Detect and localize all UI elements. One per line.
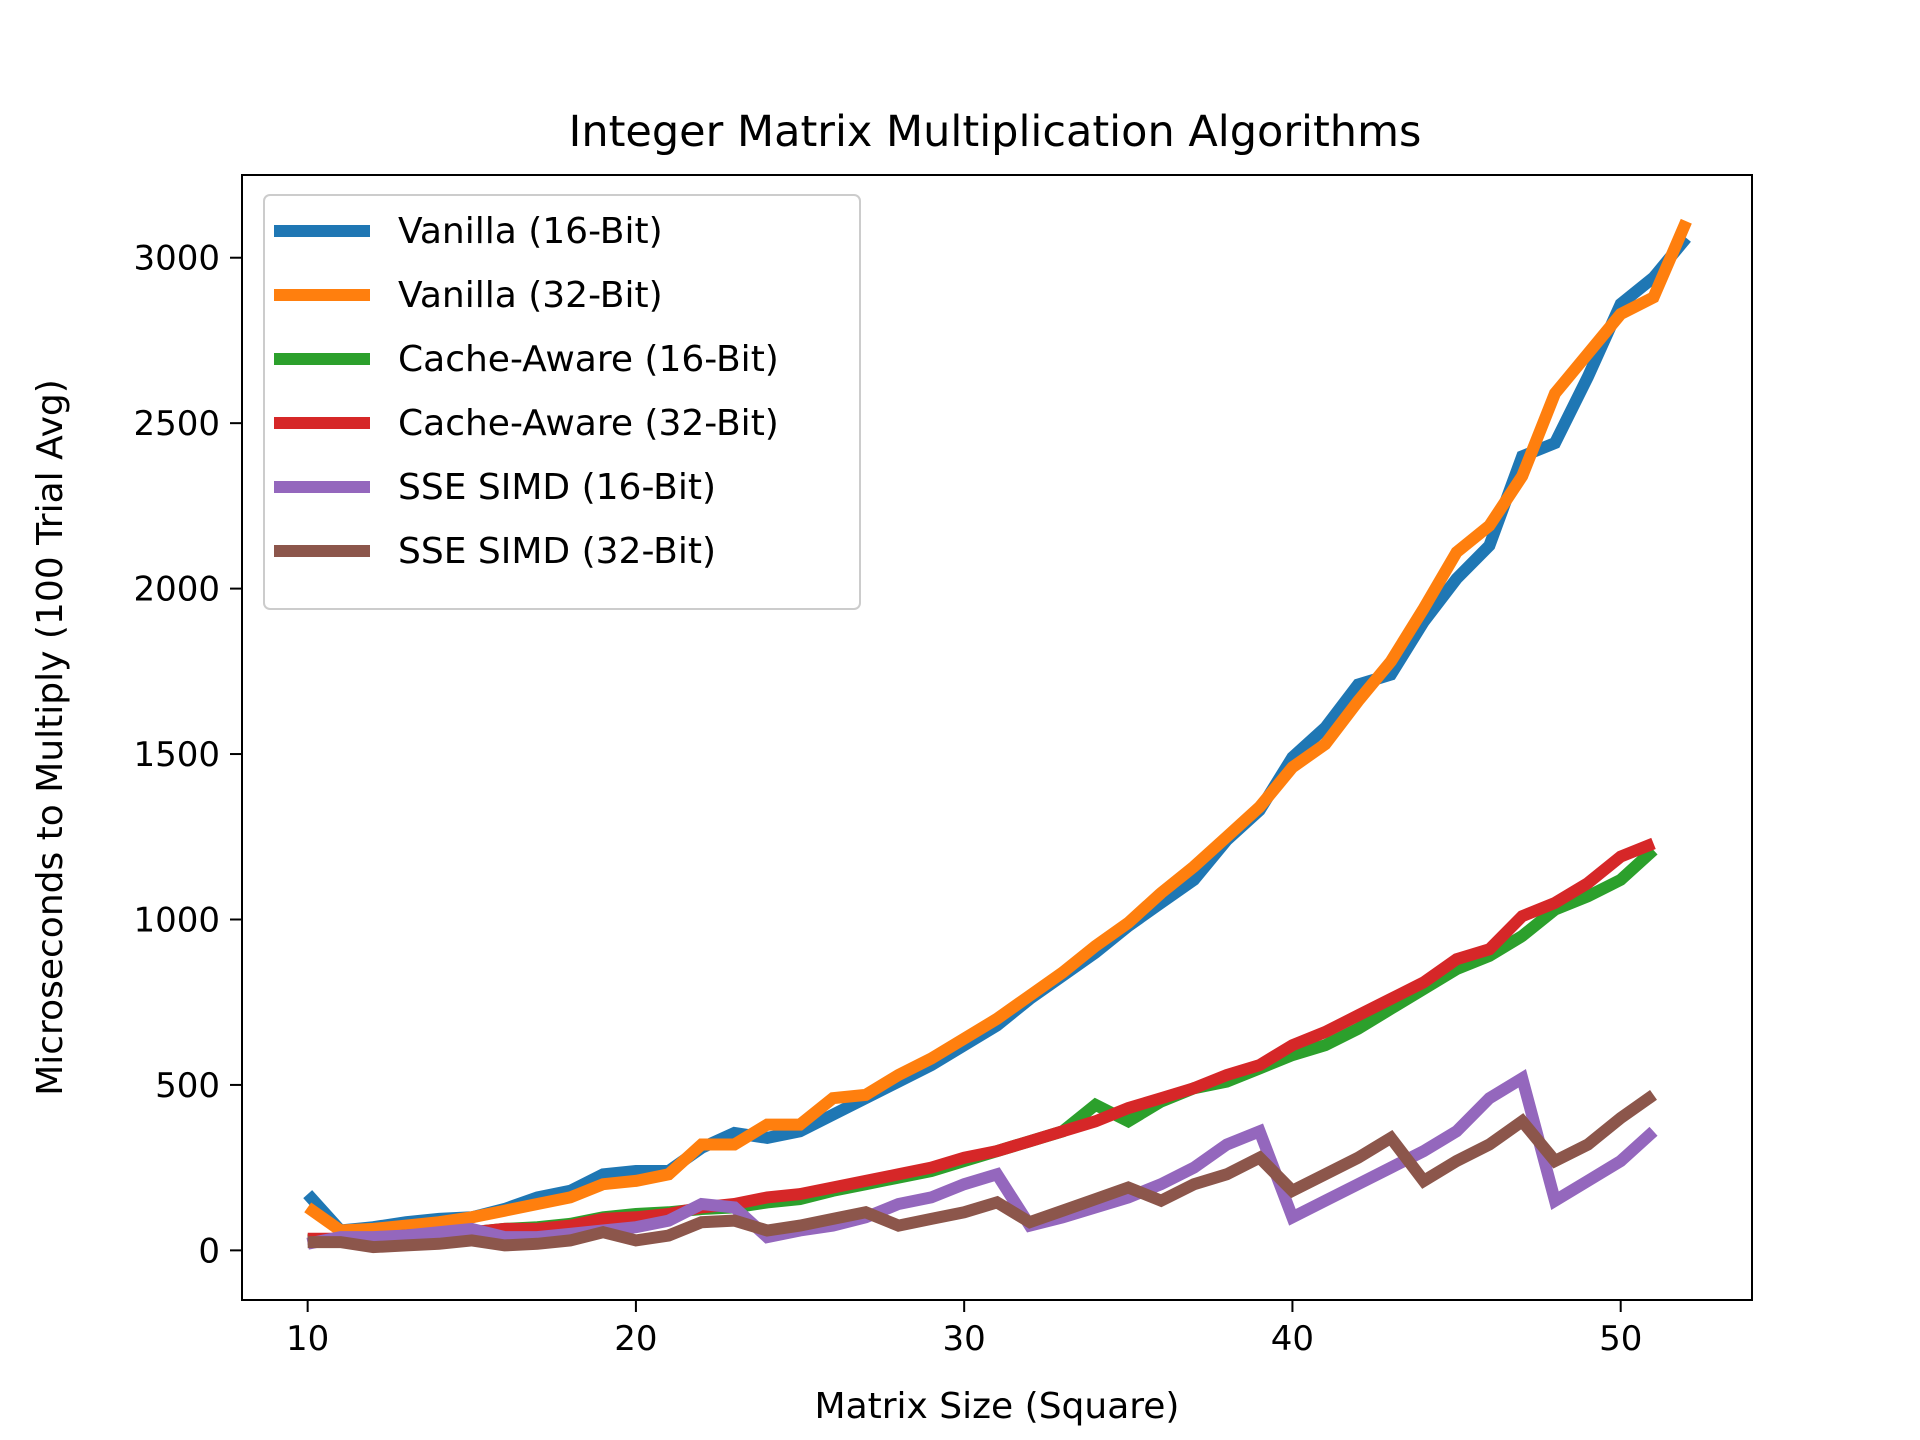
y-tick-label-3: 1500 xyxy=(133,735,220,775)
legend-label-3: Cache-Aware (32-Bit) xyxy=(398,403,779,444)
y-axis: 0 500 1000 1500 2000 2500 3000 xyxy=(133,239,242,1271)
y-tick-label-5: 2500 xyxy=(133,404,220,444)
x-tick-label-1: 20 xyxy=(614,1319,657,1359)
x-tick-label-2: 30 xyxy=(943,1319,986,1359)
legend-label-1: Vanilla (32-Bit) xyxy=(398,275,663,316)
legend-label-0: Vanilla (16-Bit) xyxy=(398,211,663,252)
chart-title: Integer Matrix Multiplication Algorithms xyxy=(569,107,1422,157)
series-line-3 xyxy=(307,837,1656,1245)
legend-box xyxy=(263,194,861,610)
legend: Vanilla (16-Bit) Vanilla (32-Bit) Cache-Aw… xyxy=(263,194,861,610)
y-axis-title: Microseconds to Multiply (100 Trial Avg) xyxy=(30,379,71,1096)
series-line-4 xyxy=(306,1069,1658,1250)
plot-frame xyxy=(241,174,1753,1301)
y-tick-label-6: 3000 xyxy=(133,239,220,279)
legend-label-5: SSE SIMD (32-Bit) xyxy=(398,531,716,572)
series-line-5 xyxy=(307,1089,1657,1254)
x-tick-label-3: 40 xyxy=(1271,1319,1314,1359)
y-tick-label-4: 2000 xyxy=(133,570,220,610)
y-tick-label-2: 1000 xyxy=(133,900,220,940)
x-tick-label-0: 10 xyxy=(286,1319,329,1359)
x-axis-title: Matrix Size (Square) xyxy=(815,1386,1180,1427)
y-tick-label-1: 500 xyxy=(155,1066,220,1106)
x-tick-label-4: 50 xyxy=(1599,1319,1642,1359)
legend-label-4: SSE SIMD (16-Bit) xyxy=(398,467,716,508)
legend-label-2: Cache-Aware (16-Bit) xyxy=(398,339,779,380)
series-line-1 xyxy=(304,218,1692,1237)
series-layer xyxy=(303,218,1692,1254)
x-axis: 10 20 30 40 50 xyxy=(286,1300,1642,1359)
y-tick-label-0: 0 xyxy=(198,1231,220,1271)
